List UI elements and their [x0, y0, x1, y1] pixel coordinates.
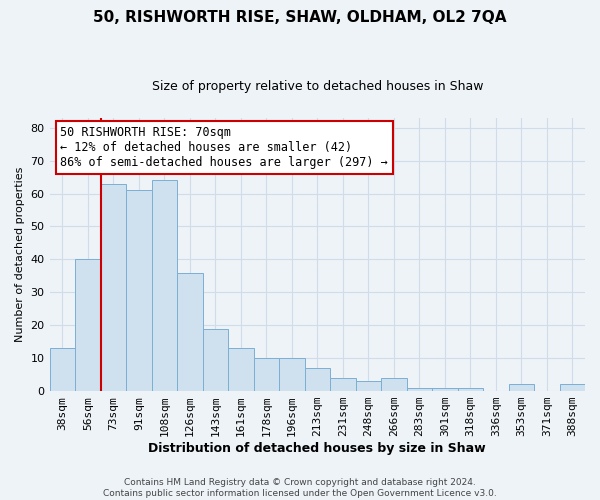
Bar: [305, 368, 330, 391]
Y-axis label: Number of detached properties: Number of detached properties: [15, 166, 25, 342]
Bar: [432, 388, 458, 391]
Bar: [509, 384, 534, 391]
Bar: [101, 184, 126, 391]
Text: 50, RISHWORTH RISE, SHAW, OLDHAM, OL2 7QA: 50, RISHWORTH RISE, SHAW, OLDHAM, OL2 7Q…: [93, 10, 507, 25]
Bar: [203, 328, 228, 391]
Bar: [177, 272, 203, 391]
Bar: [330, 378, 356, 391]
Bar: [228, 348, 254, 391]
Bar: [126, 190, 152, 391]
Title: Size of property relative to detached houses in Shaw: Size of property relative to detached ho…: [152, 80, 483, 93]
Text: 50 RISHWORTH RISE: 70sqm
← 12% of detached houses are smaller (42)
86% of semi-d: 50 RISHWORTH RISE: 70sqm ← 12% of detach…: [60, 126, 388, 169]
Bar: [254, 358, 279, 391]
Bar: [152, 180, 177, 391]
Bar: [75, 260, 101, 391]
X-axis label: Distribution of detached houses by size in Shaw: Distribution of detached houses by size …: [148, 442, 486, 455]
Bar: [356, 381, 381, 391]
Bar: [407, 388, 432, 391]
Text: Contains HM Land Registry data © Crown copyright and database right 2024.
Contai: Contains HM Land Registry data © Crown c…: [103, 478, 497, 498]
Bar: [279, 358, 305, 391]
Bar: [381, 378, 407, 391]
Bar: [560, 384, 585, 391]
Bar: [458, 388, 483, 391]
Bar: [50, 348, 75, 391]
